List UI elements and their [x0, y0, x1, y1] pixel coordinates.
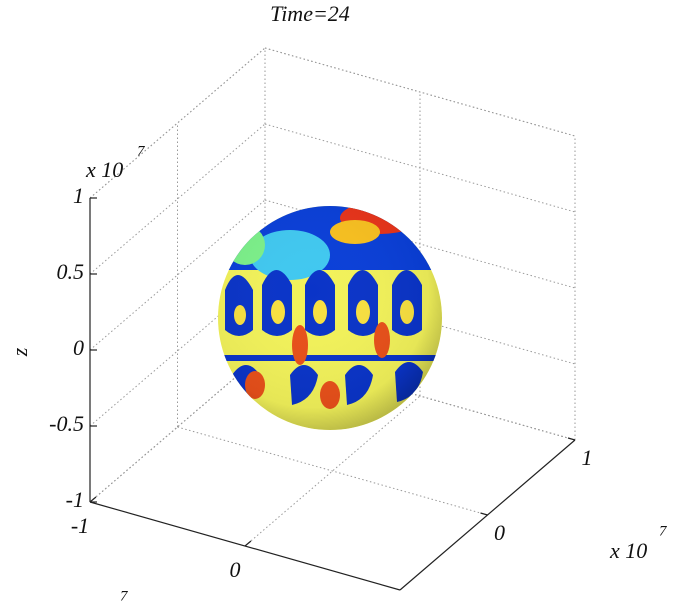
chart-title: Time=24: [270, 1, 350, 26]
y-tick-label: 1: [582, 445, 593, 470]
x-tick: [245, 541, 251, 546]
x-tick-label: -1: [71, 513, 89, 538]
y-tick: [568, 438, 575, 440]
z-tick-label: 0.5: [57, 259, 85, 284]
z-multiplier-exponent: 7: [137, 143, 146, 159]
z-multiplier: x 10: [85, 157, 123, 182]
x-tick: [90, 497, 96, 502]
z-tick-label: 0: [73, 335, 84, 360]
y-multiplier-exponent: 7: [659, 523, 668, 539]
y-tick: [481, 513, 488, 515]
y-tick-label: 0: [494, 520, 505, 545]
z-tick-label: 1: [73, 183, 84, 208]
z-axis-label: z: [7, 347, 32, 357]
y-multiplier: x 10: [609, 538, 647, 563]
grid-line: [178, 427, 488, 515]
chart: -1 -0.5 0 0.5 1 -1 0 0 1: [0, 0, 680, 604]
sphere-surface: [210, 200, 450, 440]
z-tick-label: -0.5: [49, 411, 84, 436]
x-tick-label: 0: [230, 557, 241, 582]
z-tick-label: -1: [66, 487, 84, 512]
x-multiplier-exponent: 7: [120, 588, 129, 604]
